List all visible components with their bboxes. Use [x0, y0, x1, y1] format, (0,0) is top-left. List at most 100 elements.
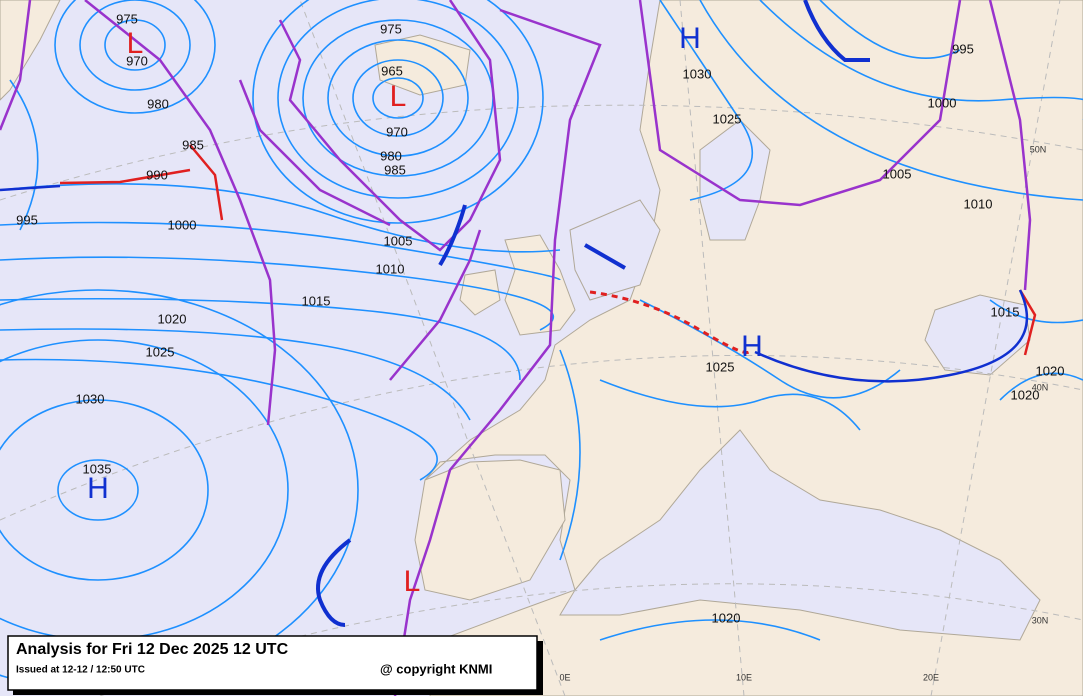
copyright: @ copyright KNMI [380, 661, 492, 676]
mediterranean-sea [559, 429, 1041, 641]
pressure-center: H [87, 472, 109, 505]
pressure-center: L [404, 565, 421, 598]
occluded-front [278, 0, 502, 252]
isobar-label: 1020 [712, 610, 741, 625]
isobar [0, 256, 554, 331]
isobar [819, 0, 961, 59]
occluded-front [0, 0, 32, 131]
land [374, 34, 471, 96]
isobar-label: 1020 [158, 311, 187, 326]
isobar [0, 328, 471, 421]
isobar-label: 1025 [146, 344, 175, 359]
warm-front [1018, 289, 1037, 356]
isobar [0, 221, 561, 281]
isobar [9, 79, 39, 231]
isobar [0, 183, 561, 253]
isobar-label: 1025 [713, 111, 742, 126]
isobar-label: 1030 [76, 391, 105, 406]
trough [584, 243, 626, 270]
grid-label: 10E [736, 672, 752, 682]
isobar-label: 995 [16, 212, 38, 227]
isobar [352, 59, 444, 137]
isobar-label: 985 [384, 162, 406, 177]
occluded-front [988, 0, 1032, 291]
isobar [327, 39, 469, 157]
isobar [372, 77, 424, 119]
warm-front [189, 144, 224, 221]
title: Analysis for Fri 12 Dec 2025 12 UTC [16, 641, 289, 658]
isobar [0, 399, 209, 581]
isobar [0, 297, 521, 381]
isobar-label: 1005 [384, 233, 413, 248]
grid-label: 50N [1030, 144, 1047, 154]
isobar-label: 1005 [883, 166, 912, 181]
graticule [0, 104, 1083, 201]
occluded-front [84, 0, 277, 426]
occluded-front [389, 229, 482, 381]
isobar-label: 985 [182, 137, 204, 152]
cold-front [754, 289, 1029, 383]
isobar-label: 1000 [168, 217, 197, 232]
isobar [0, 358, 438, 481]
graticule [99, 583, 1083, 696]
isobar-label: 1030 [683, 66, 712, 81]
isobar-label: 970 [386, 124, 408, 139]
isobar [999, 372, 1083, 401]
isobar-label: 995 [952, 41, 974, 56]
isobar-label: 1000 [928, 95, 957, 110]
land [459, 269, 501, 316]
issued: Issued at 12-12 / 12:50 UTC [16, 665, 145, 676]
cold-front [0, 184, 61, 192]
isobar [559, 349, 581, 561]
trough [438, 204, 467, 267]
pressure-center: H [679, 22, 701, 55]
pressure-center: H [741, 330, 763, 363]
isobar [104, 19, 166, 71]
grid-label: 30N [1032, 615, 1049, 625]
isobar-label: 970 [126, 53, 148, 68]
isobar [659, 0, 754, 201]
isobar-label: 1035 [83, 461, 112, 476]
graticule [930, 0, 1061, 696]
isobar-label: 1015 [991, 304, 1020, 319]
isobar-label: 980 [380, 148, 402, 163]
north-sea [569, 199, 661, 301]
isobar-label: 1010 [376, 261, 405, 276]
isobar-label: 1025 [706, 359, 735, 374]
land [414, 459, 566, 601]
isobar [639, 299, 901, 399]
pressure-center: L [390, 80, 407, 113]
isobar [79, 0, 191, 91]
isobar [699, 0, 1083, 201]
occluded-front [238, 79, 391, 227]
isobar-label: 1020 [1036, 363, 1065, 378]
trough [803, 0, 870, 62]
graticule [299, 0, 566, 696]
isobar [599, 619, 821, 641]
isobar-label: 965 [381, 63, 403, 78]
land [424, 0, 1083, 696]
stationary-front [589, 290, 752, 354]
isobar-label: 1020 [1011, 387, 1040, 402]
isobar-label: 1015 [302, 293, 331, 308]
grid-label: 0E [559, 672, 570, 682]
grid-label: 40N [1032, 382, 1049, 392]
isobar-label: 980 [147, 96, 169, 111]
land [0, 0, 61, 101]
isobar [57, 459, 139, 521]
isobar [759, 0, 1083, 120]
isobar-label: 1010 [964, 196, 993, 211]
isobar-label: 990 [146, 167, 168, 182]
isobar [54, 0, 216, 114]
occluded-front [638, 0, 962, 207]
isobar [277, 0, 519, 199]
land [504, 234, 576, 336]
trough [316, 538, 352, 627]
pressure-center: L [127, 27, 144, 60]
isobar-label: 975 [116, 11, 138, 26]
grid-label: 20E [923, 672, 939, 682]
isobar [252, 0, 544, 224]
title-box [7, 635, 538, 691]
warm-front [59, 168, 191, 185]
